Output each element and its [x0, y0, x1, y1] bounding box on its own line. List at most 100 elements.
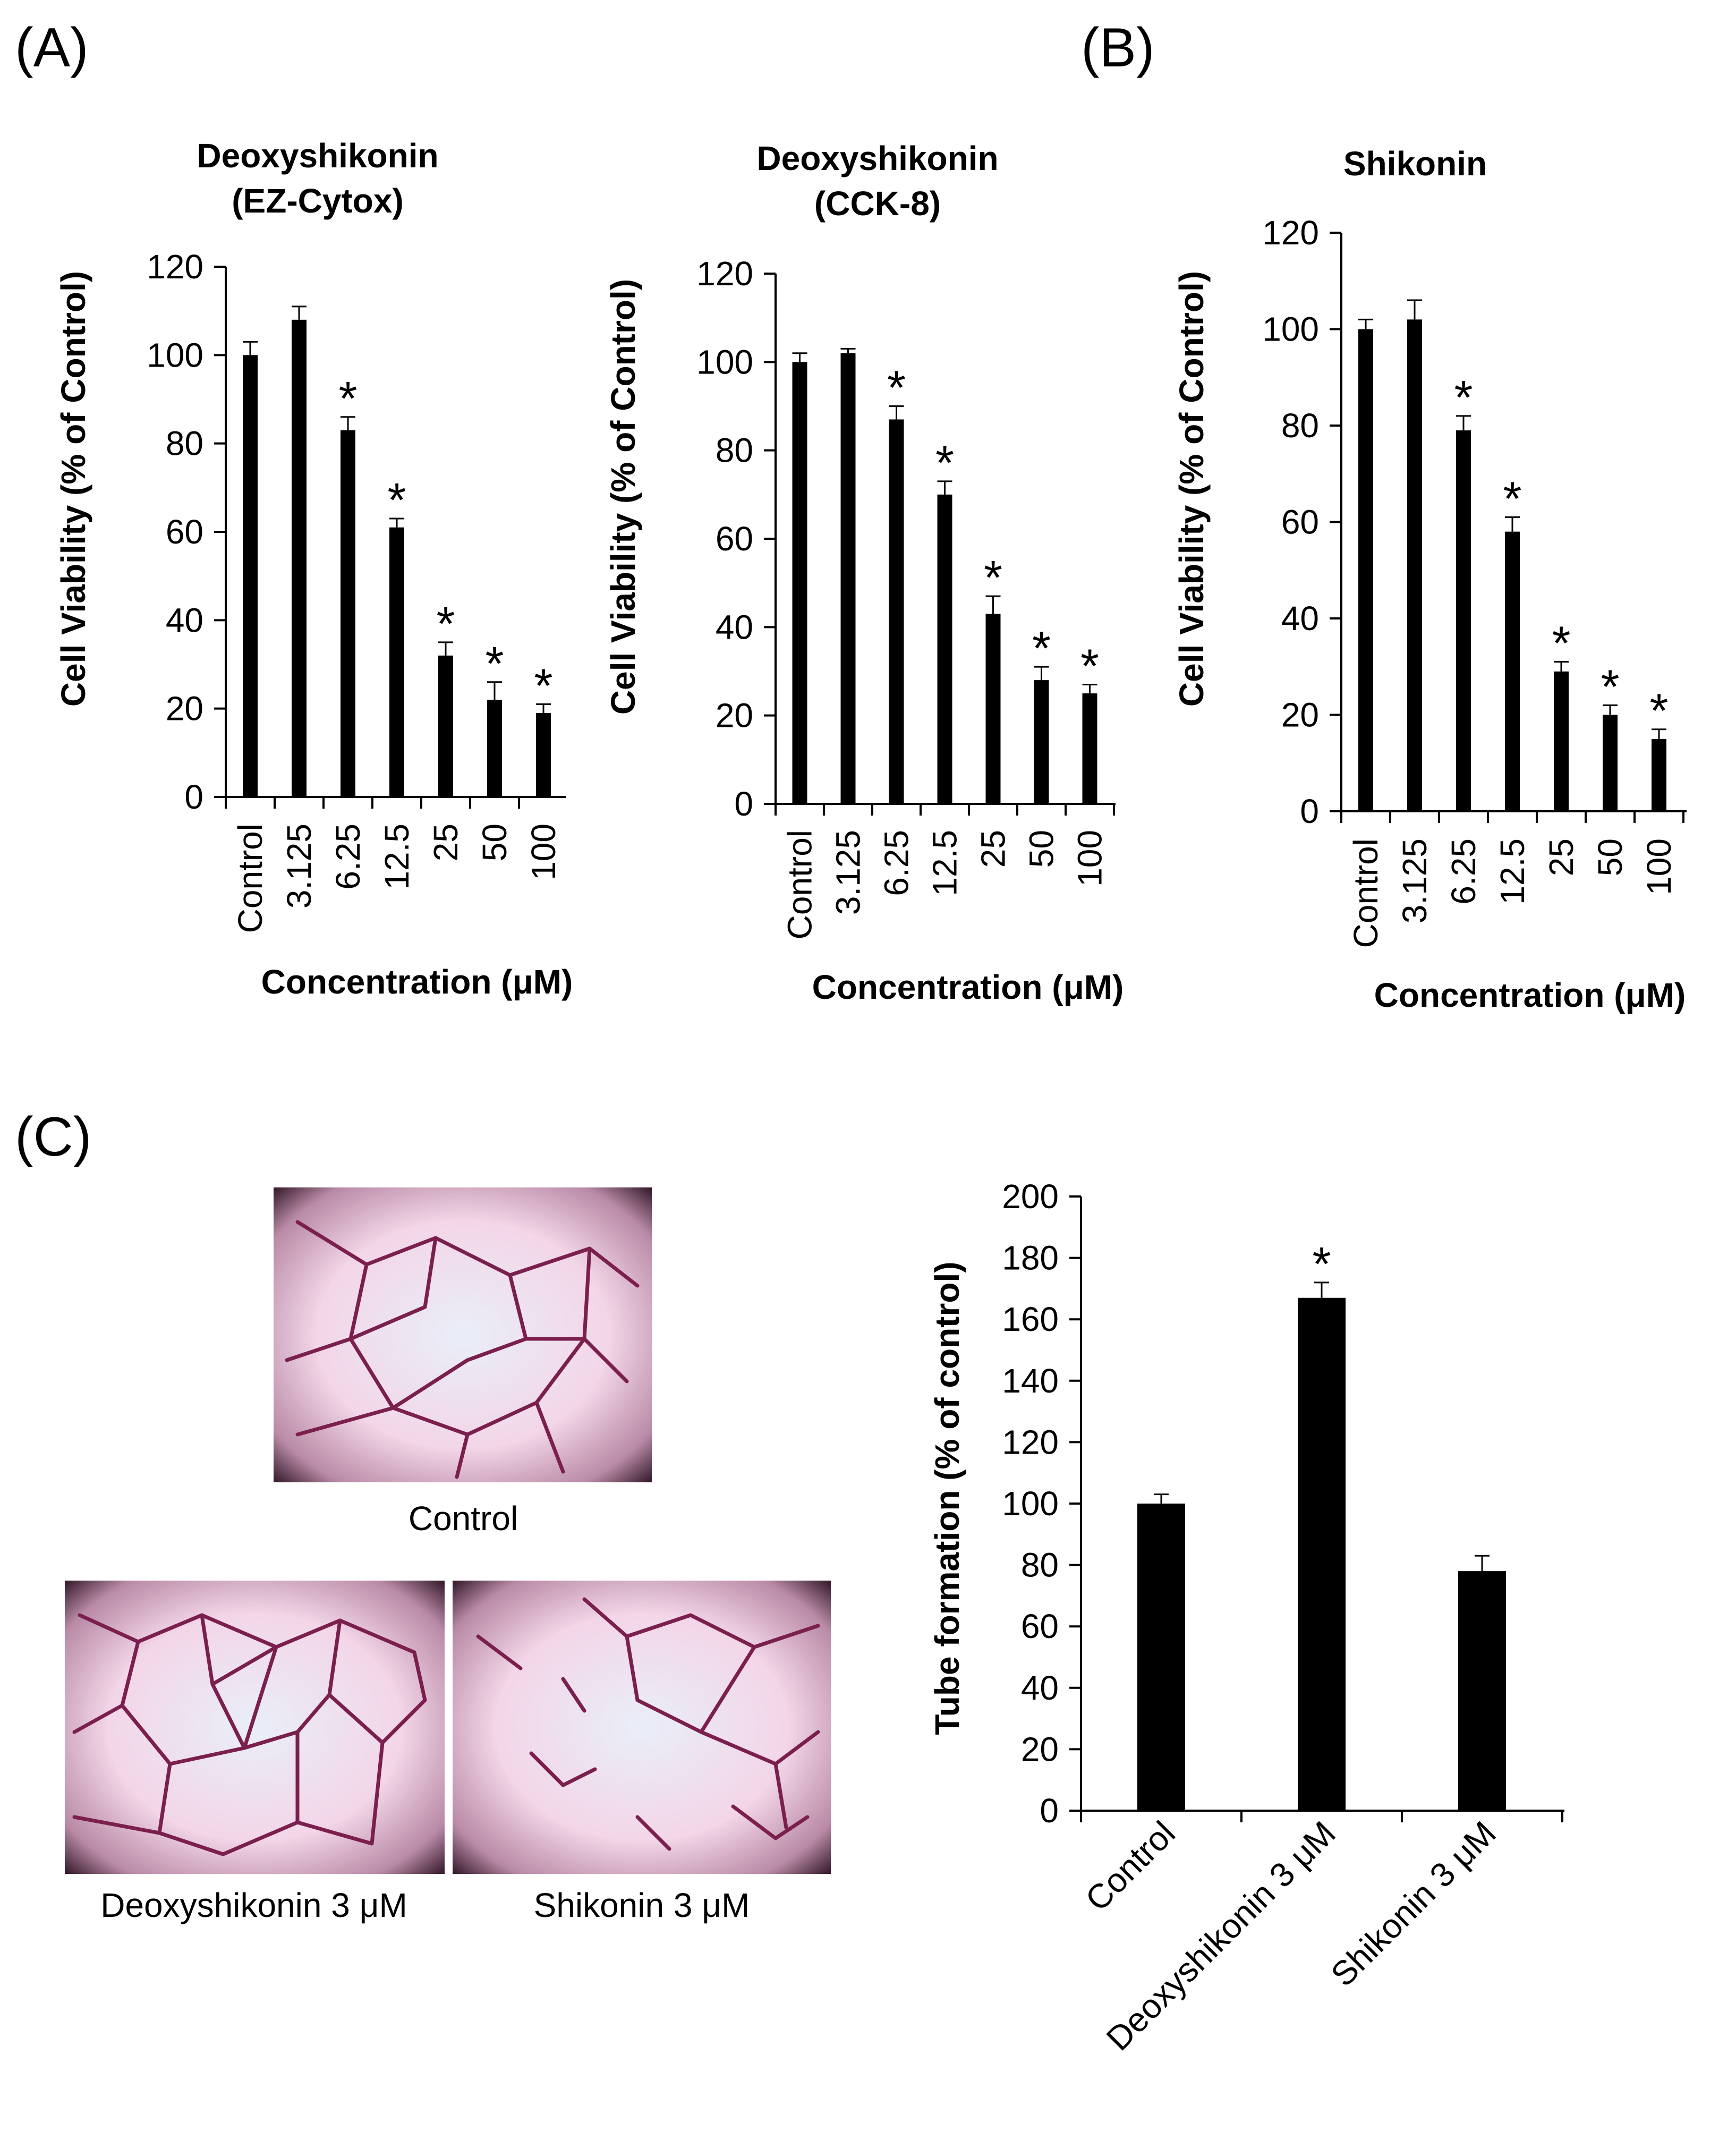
chart-shik-category-label: 6.25	[1444, 838, 1483, 905]
chart-shik-ytick-label: 100	[1262, 310, 1319, 349]
chart-cck-significance-marker: *	[887, 362, 906, 415]
chart-ez-ytick-label: 60	[166, 513, 203, 551]
panel-label-c: (C)	[15, 1106, 91, 1168]
chart-ez-bar	[536, 712, 551, 797]
chart-cck-title-line2: (CCK-8)	[814, 184, 941, 223]
micrograph-deoxyshikonin-caption: Deoxyshikonin 3 μM	[100, 1886, 407, 1924]
chart-ez-title-line2: (EZ-Cytox)	[232, 182, 404, 220]
chart-tube-ytick-label: 160	[1002, 1300, 1059, 1338]
chart-cck-bar	[1034, 680, 1049, 804]
chart-cck-category-label: 3.125	[829, 830, 867, 915]
chart-ez-ytick-label: 100	[147, 336, 203, 374]
chart-cck-bar	[840, 353, 856, 804]
chart-cck-ytick-label: 100	[696, 343, 753, 381]
chart-shik-title: Shikonin	[1343, 145, 1487, 183]
chart-shik-significance-marker: *	[1454, 371, 1473, 425]
chart-cck-bar	[985, 614, 1001, 804]
chart-ez-ytick-label: 120	[147, 248, 203, 286]
chart-cck-bar	[889, 419, 904, 804]
chart-cck-bar	[792, 362, 807, 804]
chart-ez-significance-marker: *	[485, 638, 504, 691]
chart-ez-category-label: 6.25	[329, 824, 367, 890]
chart-ez-cytox: Deoxyshikonin (EZ-Cytox) Cell Viability …	[54, 137, 573, 1001]
chart-cck-bar	[1082, 693, 1097, 804]
chart-cck-8: Deoxyshikonin (CCK-8) Cell Viability (% …	[604, 139, 1124, 1006]
chart-shik-bar	[1456, 430, 1471, 811]
chart-ez-ytick-label: 20	[166, 690, 203, 728]
chart-tube-ytick-label: 200	[1002, 1177, 1059, 1216]
chart-shik-category-label: 3.125	[1395, 838, 1434, 923]
chart-cck-significance-marker: *	[935, 437, 954, 490]
chart-cck-bar	[937, 494, 952, 804]
chart-cck-category-label: Control	[781, 830, 819, 939]
chart-shik-significance-marker: *	[1649, 685, 1668, 738]
chart-ez-significance-marker: *	[338, 372, 357, 426]
chart-cck-ytick-label: 0	[734, 785, 753, 823]
chart-ez-xlabel: Concentration (μM)	[261, 963, 573, 1001]
chart-shik-significance-marker: *	[1601, 660, 1619, 714]
micrograph-control-vessels	[285, 1220, 640, 1479]
chart-ez-category-label: Control	[231, 824, 269, 933]
chart-cck-significance-marker: *	[984, 551, 1002, 605]
chart-shik-ytick-label: 80	[1281, 406, 1319, 445]
chart-ez-ytick-label: 0	[184, 778, 203, 816]
chart-cck-ytick-label: 40	[716, 608, 753, 646]
chart-ez-significance-marker: *	[387, 474, 406, 527]
chart-tube-ytick-label: 20	[1021, 1730, 1059, 1768]
chart-cck-category-label: 12.5	[926, 830, 964, 896]
chart-cck-xlabel: Concentration (μM)	[812, 968, 1124, 1006]
chart-tube-ytick-label: 120	[1002, 1423, 1059, 1461]
chart-shik-ytick-label: 0	[1300, 792, 1319, 830]
chart-cck-ytick-label: 120	[696, 254, 753, 293]
chart-shik-ytick-label: 20	[1281, 696, 1319, 734]
chart-ez-ytick-label: 80	[166, 425, 203, 463]
chart-tube-ytick-label: 0	[1040, 1792, 1059, 1830]
chart-shik-significance-marker: *	[1503, 472, 1521, 525]
chart-ez-bar	[243, 355, 258, 797]
panel-label-b: (B)	[1081, 17, 1155, 79]
chart-cck-title-line1: Deoxyshikonin	[756, 139, 998, 177]
chart-shik-ylabel: Cell Viability (% of Control)	[1172, 271, 1211, 707]
chart-ez-category-label: 12.5	[378, 824, 416, 890]
chart-cck-category-label: 100	[1071, 830, 1109, 887]
chart-shikonin: Shikonin Cell Viability (% of Control) C…	[1172, 145, 1687, 1014]
chart-ez-significance-marker: *	[436, 598, 455, 651]
chart-tube-category-label: Shikonin 3 μM	[1323, 1814, 1503, 1994]
chart-tube-bar	[1137, 1504, 1185, 1811]
chart-cck-category-label: 6.25	[878, 830, 916, 896]
chart-cck-category-label: 50	[1023, 830, 1061, 868]
chart-ez-title-line1: Deoxyshikonin	[197, 137, 438, 175]
micrograph-control-caption: Control	[409, 1499, 518, 1538]
chart-shik-category-label: Control	[1347, 838, 1385, 948]
micrograph-shikonin-vessels	[476, 1597, 820, 1851]
chart-cck-ylabel: Cell Viability (% of Control)	[604, 279, 642, 715]
chart-tube-ytick-label: 140	[1002, 1362, 1059, 1400]
chart-shik-ytick-label: 60	[1281, 503, 1319, 541]
chart-shik-bar	[1652, 739, 1666, 811]
micrograph-shikonin: Shikonin 3 μM	[453, 1581, 831, 1924]
panel-label-a: (A)	[15, 17, 89, 79]
chart-ez-category-label: 50	[475, 824, 514, 861]
chart-ez-significance-marker: *	[534, 659, 552, 712]
chart-shik-significance-marker: *	[1552, 617, 1570, 670]
chart-shik-bar	[1505, 531, 1520, 811]
chart-ez-bar	[389, 527, 404, 797]
chart-shik-category-label: 50	[1591, 838, 1629, 876]
chart-ez-category-label: 100	[524, 824, 563, 880]
chart-cck-category-label: 25	[974, 830, 1012, 868]
chart-shik-category-label: 25	[1542, 838, 1580, 876]
chart-tube-bar	[1458, 1571, 1506, 1811]
micrograph-deoxyshikonin-vessels	[72, 1613, 427, 1856]
chart-ez-ylabel: Cell Viability (% of Control)	[54, 271, 92, 707]
chart-tube-category-label: Control	[1078, 1814, 1182, 1919]
chart-shik-ytick-label: 40	[1281, 599, 1319, 638]
chart-tube-significance-marker: *	[1312, 1238, 1331, 1291]
chart-ez-ytick-label: 40	[166, 601, 203, 639]
chart-tube-ytick-label: 40	[1021, 1669, 1059, 1707]
chart-cck-ytick-label: 80	[716, 431, 753, 470]
chart-shik-category-label: 12.5	[1493, 838, 1531, 905]
micrograph-deoxyshikonin: Deoxyshikonin 3 μM	[65, 1581, 445, 1924]
micrograph-control: Control	[274, 1187, 652, 1538]
chart-shik-bar	[1358, 329, 1373, 811]
chart-cck-significance-marker: *	[1032, 622, 1051, 675]
